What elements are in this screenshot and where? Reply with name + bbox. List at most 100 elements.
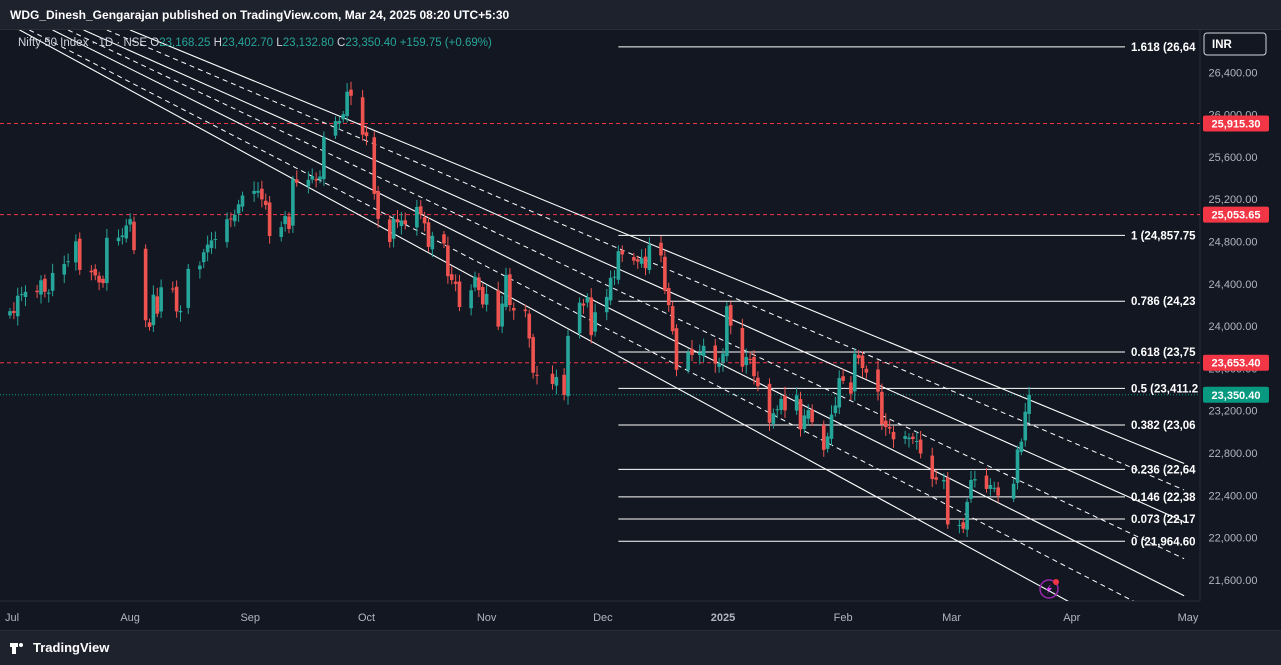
- candle-body: [263, 200, 268, 206]
- channel-line: [18, 30, 1069, 601]
- candle-body: [984, 475, 989, 489]
- candle-body: [62, 264, 67, 275]
- candle-body: [8, 311, 12, 316]
- candle-body: [903, 436, 907, 439]
- y-tick-label: 24,800.00: [1209, 236, 1258, 248]
- candle-body: [105, 237, 109, 284]
- candle-body: [810, 409, 814, 423]
- ohlc-legend: Nifty 50 Index · 1D · NSE O23,168.25 H23…: [18, 37, 492, 49]
- y-tick-label: 25,200.00: [1209, 194, 1258, 206]
- candle-body: [128, 219, 132, 225]
- channel-dashed-line: [29, 30, 1135, 601]
- candle-body: [883, 420, 888, 428]
- candle-body: [430, 235, 435, 250]
- channel-line: [129, 30, 1185, 465]
- y-tick-label: 21,600.00: [1209, 575, 1258, 587]
- candle-body: [728, 305, 733, 326]
- candle-body: [825, 436, 830, 449]
- x-tick-label: Sep: [240, 612, 260, 624]
- candle-body: [337, 120, 342, 124]
- candle-body: [740, 327, 745, 367]
- candle-body: [659, 242, 663, 256]
- footer-bar: TradingView: [0, 630, 1281, 665]
- candle-body: [632, 257, 636, 261]
- candle-body: [674, 328, 679, 370]
- candle-body: [306, 179, 311, 187]
- candle-body: [608, 277, 613, 301]
- candle-body: [12, 310, 16, 313]
- candle-body: [314, 179, 318, 181]
- candle-body: [333, 121, 338, 136]
- candle-body: [531, 337, 535, 373]
- brand-label: TradingView: [33, 640, 110, 655]
- tradingview-logo-icon: [10, 642, 28, 654]
- fib-level-label: 0 (21,964.60: [1131, 536, 1196, 548]
- candle-body: [876, 369, 880, 392]
- level-price-badge: [1203, 354, 1269, 371]
- candle-body: [232, 214, 237, 222]
- y-tick-label: 22,400.00: [1209, 490, 1258, 502]
- currency-button[interactable]: [1203, 32, 1267, 56]
- x-tick-label: Mar: [942, 612, 961, 624]
- candle-body: [120, 235, 125, 238]
- candle-body: [635, 259, 640, 262]
- notification-dot-icon: [1053, 579, 1059, 585]
- candle-body: [287, 216, 291, 230]
- candle-body: [589, 297, 594, 336]
- price-chart[interactable]: 21,600.00 22,000.00 22,400.00 22,800.00 23,2…: [0, 30, 1281, 630]
- candle-body: [965, 501, 969, 530]
- candle-body: [225, 219, 229, 243]
- candle-body: [442, 234, 446, 244]
- fib-level-label: 0.146 (22,38: [1131, 492, 1196, 504]
- y-tick-label: 23,200.00: [1209, 406, 1258, 418]
- candle-body: [957, 524, 962, 526]
- candle-body: [934, 477, 938, 480]
- candle-body: [279, 227, 284, 237]
- candle-body: [988, 485, 993, 489]
- y-tick-label: 25,600.00: [1209, 152, 1258, 164]
- alert-lightning-icon[interactable]: [1039, 579, 1059, 599]
- level-price-badge: [1203, 115, 1269, 132]
- candle-body: [39, 280, 43, 295]
- candle-body: [771, 413, 776, 424]
- candle-body: [66, 261, 70, 263]
- candle-body: [89, 270, 94, 273]
- x-tick-label: Feb: [834, 612, 853, 624]
- candle-body: [833, 405, 838, 414]
- candle-body: [643, 256, 648, 269]
- tradingview-brand[interactable]: TradingView: [10, 640, 109, 655]
- candle-body: [198, 265, 202, 270]
- y-tick-label: 22,000.00: [1209, 533, 1258, 545]
- candle-body: [911, 436, 915, 440]
- candle-body: [701, 345, 706, 357]
- x-tick-label: Nov: [477, 612, 497, 624]
- candle-body: [725, 306, 729, 357]
- candle-body: [593, 312, 597, 332]
- candle-body: [50, 272, 55, 291]
- candle-body: [860, 355, 865, 369]
- candle-body: [1019, 441, 1024, 453]
- plot-area: [0, 30, 1200, 601]
- candle-body: [802, 415, 807, 430]
- candle-body: [318, 176, 322, 180]
- candle-body: [310, 176, 315, 180]
- candle-body: [604, 296, 609, 313]
- candle-body: [240, 195, 245, 207]
- fib-level-label: 0.073 (22,17: [1131, 514, 1196, 526]
- candle-body: [19, 294, 24, 296]
- candle-body: [124, 225, 129, 239]
- candle-body: [399, 220, 404, 227]
- level-price-label: 25,053.65: [1212, 210, 1261, 222]
- candle-body: [97, 275, 101, 283]
- candle-body: [806, 410, 811, 419]
- candle-body: [283, 215, 287, 225]
- candle-body: [46, 292, 51, 294]
- candle-body: [1011, 483, 1016, 499]
- candle-body: [93, 269, 98, 276]
- candle-body: [500, 303, 504, 327]
- fib-level-label: 1 (24,857.75: [1131, 230, 1196, 242]
- candle-body: [554, 377, 559, 386]
- candle-body: [457, 281, 462, 308]
- candle-body: [496, 290, 501, 327]
- candle-body: [914, 441, 919, 443]
